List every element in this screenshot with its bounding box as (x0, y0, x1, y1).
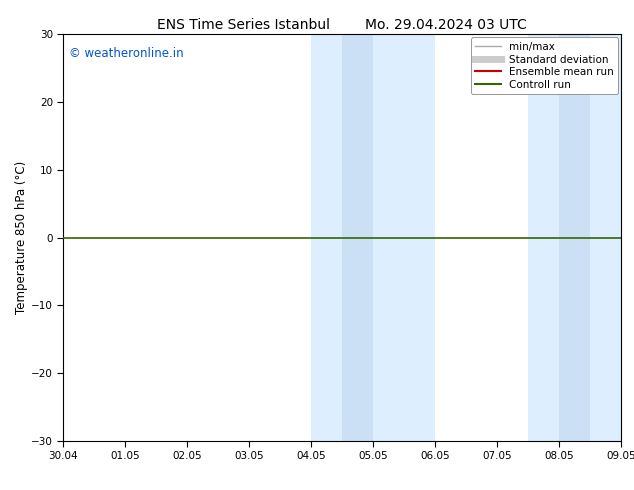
Bar (590, 34, 621, 441)
Bar (559, 34, 590, 441)
Y-axis label: Temperature 850 hPa (°C): Temperature 850 hPa (°C) (15, 161, 29, 314)
Legend: min/max, Standard deviation, Ensemble mean run, Controll run: min/max, Standard deviation, Ensemble me… (470, 37, 618, 95)
Bar (342, 34, 373, 441)
Bar (528, 34, 559, 441)
Text: © weatheronline.in: © weatheronline.in (69, 47, 184, 59)
Bar (373, 34, 404, 441)
Title: ENS Time Series Istanbul        Mo. 29.04.2024 03 UTC: ENS Time Series Istanbul Mo. 29.04.2024 … (157, 18, 527, 32)
Bar (404, 34, 436, 441)
Bar (311, 34, 342, 441)
